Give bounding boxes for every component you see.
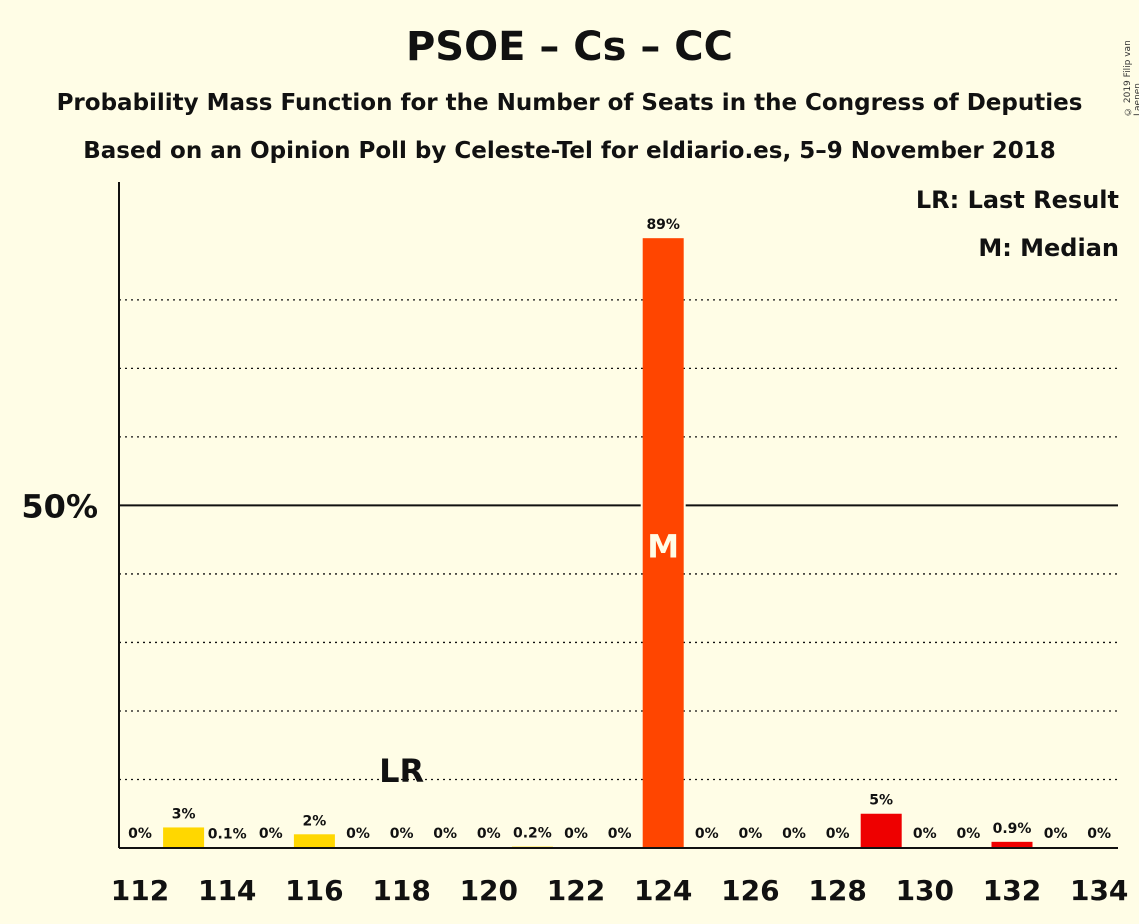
value-label-seat-124: 89%	[646, 217, 680, 233]
chart-subtitle-2: Based on an Opinion Poll by Celeste-Tel …	[83, 138, 1056, 164]
value-label-seat-117: 0%	[346, 826, 370, 842]
value-label-seat-122: 0%	[564, 826, 588, 842]
value-label-seat-120: 0%	[477, 826, 501, 842]
value-label-seat-129: 5%	[869, 793, 893, 809]
value-label-seat-119: 0%	[433, 826, 457, 842]
value-label-seat-131: 0%	[957, 826, 981, 842]
x-tick-label-116: 116	[285, 874, 343, 907]
x-tick-label-118: 118	[372, 874, 430, 907]
value-label-seat-127: 0%	[782, 826, 806, 842]
bar-seat-113	[163, 827, 205, 848]
value-label-seat-112: 0%	[128, 826, 152, 842]
value-label-seat-125: 0%	[695, 826, 719, 842]
x-tick-label-126: 126	[721, 874, 779, 907]
x-tick-label-122: 122	[547, 874, 605, 907]
bar-seat-129	[860, 813, 902, 848]
bar-seat-124	[642, 238, 684, 848]
x-tick-label-128: 128	[808, 874, 866, 907]
x-tick-label-132: 132	[983, 874, 1041, 907]
x-tick-label-124: 124	[634, 874, 692, 907]
chart-subtitle-1: Probability Mass Function for the Number…	[56, 90, 1083, 116]
value-label-seat-132: 0.9%	[993, 821, 1032, 837]
last-result-marker: LR	[379, 752, 424, 790]
value-label-seat-121: 0.2%	[513, 826, 552, 842]
y-tick-label-50: 50%	[21, 487, 98, 525]
x-tick-label-130: 130	[896, 874, 954, 907]
value-label-seat-130: 0%	[913, 826, 937, 842]
x-tick-label-114: 114	[198, 874, 256, 907]
chart-title: PSOE – Cs – CC	[405, 24, 734, 70]
bar-seat-116	[293, 834, 335, 848]
value-label-seat-116: 2%	[303, 813, 327, 829]
value-label-seat-115: 0%	[259, 826, 283, 842]
value-label-seat-128: 0%	[826, 826, 850, 842]
value-label-seat-126: 0%	[739, 826, 763, 842]
legend-median: M: Median	[978, 234, 1119, 262]
value-label-seat-113: 3%	[172, 806, 196, 822]
value-label-seat-133: 0%	[1044, 826, 1068, 842]
x-tick-label-112: 112	[111, 874, 169, 907]
value-label-seat-114: 0.1%	[208, 826, 247, 842]
x-tick-label-120: 120	[460, 874, 518, 907]
legend-last-result: LR: Last Result	[915, 186, 1119, 214]
value-label-seat-123: 0%	[608, 826, 632, 842]
value-label-seat-118: 0%	[390, 826, 414, 842]
x-tick-label-134: 134	[1070, 874, 1128, 907]
bar-seat-132	[991, 841, 1033, 848]
median-marker: M	[647, 527, 679, 565]
value-label-seat-134: 0%	[1087, 826, 1111, 842]
